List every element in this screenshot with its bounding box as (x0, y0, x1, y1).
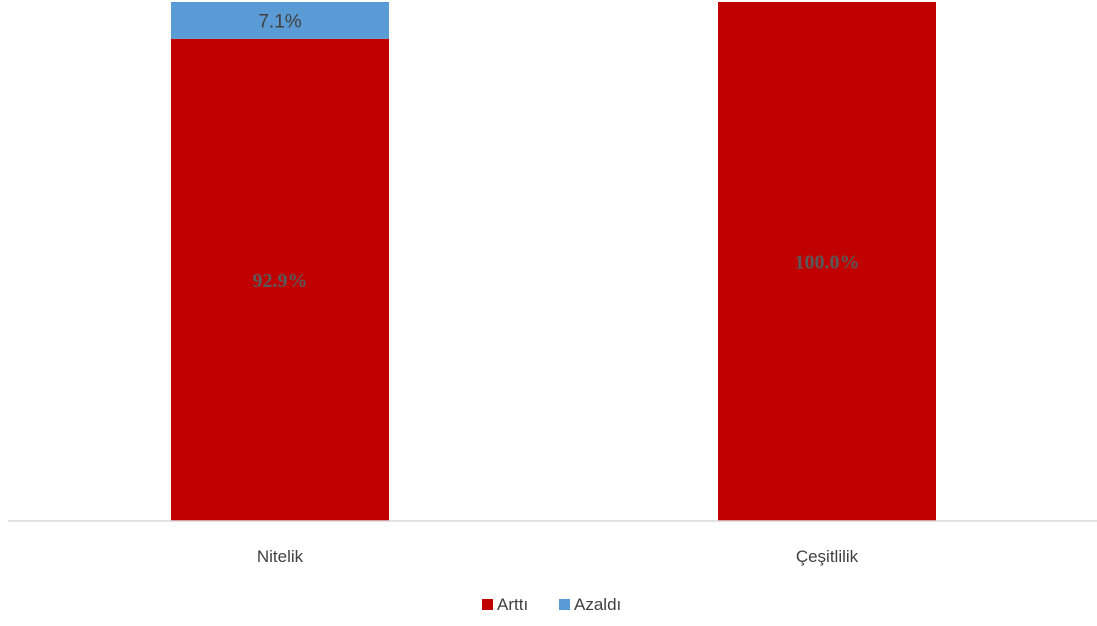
value-label-nitelik-azaldi: 7.1% (258, 11, 301, 32)
legend: Arttı Azaldı (482, 595, 621, 614)
value-label-nitelik-artti: 92.9% (253, 270, 308, 292)
category-label-nitelik: Nitelik (257, 547, 304, 566)
legend-label-artti: Arttı (497, 595, 528, 614)
category-labels-group: Nitelik Çeşitlilik (257, 547, 859, 566)
category-label-cesitlilik: Çeşitlilik (796, 547, 859, 566)
legend-label-azaldi: Azaldı (574, 595, 621, 614)
legend-swatch-azaldi (559, 599, 570, 610)
legend-swatch-artti (482, 599, 493, 610)
value-label-cesitlilik-artti: 100.0% (795, 252, 860, 274)
